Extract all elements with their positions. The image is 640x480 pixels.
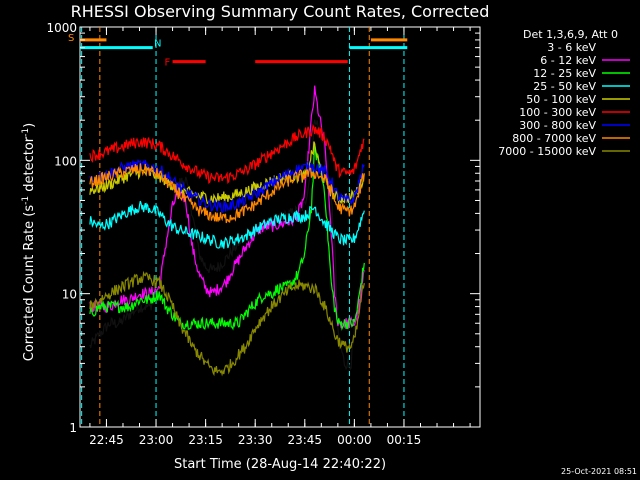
footer-date: 25-Oct-2021 08:51 xyxy=(561,467,637,476)
y-axis-label-main: Corrected Count Rate (s xyxy=(22,205,37,362)
series-line-1 xyxy=(89,85,365,329)
y-axis-label-end: ) xyxy=(22,123,37,128)
x-tick-label: 23:00 xyxy=(139,433,174,447)
y-axis-label-sup: -1 xyxy=(21,196,31,205)
y-axis-label-tail: detector xyxy=(22,136,37,196)
series-line-8 xyxy=(89,270,365,377)
series-lines xyxy=(89,85,365,377)
plot-axes xyxy=(79,26,481,428)
x-tick-label: 23:15 xyxy=(188,433,223,447)
legend-entry-label: 800 - 7000 keV xyxy=(512,132,596,145)
x-tick-label: 00:00 xyxy=(337,433,372,447)
vertical-markers xyxy=(81,27,405,427)
x-axis-label: Start Time (28-Aug-14 22:40:22) xyxy=(174,457,386,472)
plot-frame xyxy=(79,26,481,428)
y-axis-label: Corrected Count Rate (s-1 detector-1) xyxy=(21,123,37,361)
series-line-7 xyxy=(89,163,365,224)
legend-entry-label: 3 - 6 keV xyxy=(547,41,596,54)
x-tick-label: 23:45 xyxy=(287,433,322,447)
legend-entry-label: 300 - 800 keV xyxy=(519,119,596,132)
y-axis-label-sup2: -1 xyxy=(21,128,31,137)
flag-label: S xyxy=(68,33,74,44)
series-line-6 xyxy=(89,159,365,214)
x-tick-label: 23:30 xyxy=(238,433,273,447)
x-tick-label: 22:45 xyxy=(89,433,124,447)
flag-bars: S NF xyxy=(68,33,408,69)
series-line-5 xyxy=(89,123,365,185)
legend-entry-label: 7000 - 15000 keV xyxy=(498,145,596,158)
y-tick-label: 10 xyxy=(62,288,77,302)
flag-label: N xyxy=(154,39,161,50)
y-tick-label: 1000 xyxy=(46,21,77,35)
y-tick-label: 100 xyxy=(54,154,77,168)
legend-entry-label: 25 - 50 keV xyxy=(533,80,596,93)
chart-title: RHESSI Observing Summary Count Rates, Co… xyxy=(71,2,490,21)
legend-entry-label: 6 - 12 keV xyxy=(540,54,596,67)
legend-header: Det 1,3,6,9, Att 0 xyxy=(523,28,618,41)
axis-ticks: 22:45 23:00 23:15 23:30 23:45 00:00 00:15 1 10 10… xyxy=(46,21,480,447)
y-tick-label: 1 xyxy=(69,421,77,435)
legend-entry-label: 100 - 300 keV xyxy=(519,106,596,119)
x-tick-label: 00:15 xyxy=(387,433,422,447)
series-line-0 xyxy=(89,119,365,371)
series-line-3 xyxy=(89,200,365,249)
legend-entry-label: 50 - 100 keV xyxy=(526,93,596,106)
legend-entry-label: 12 - 25 keV xyxy=(533,67,596,80)
flag-label: F xyxy=(165,58,171,69)
